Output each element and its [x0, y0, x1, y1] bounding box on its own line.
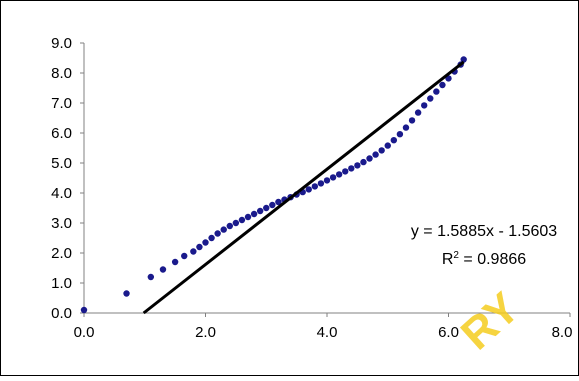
- y-tick-label: 0.0: [51, 305, 72, 322]
- data-point: [439, 81, 446, 89]
- data-point: [202, 239, 209, 246]
- data-point: [275, 198, 282, 206]
- data-point: [433, 88, 440, 95]
- x-axis-ticks: 0.0 2.0 4.0 6.0 8.0: [74, 313, 573, 341]
- data-point: [181, 252, 188, 260]
- y-tick-label: 8.0: [51, 65, 72, 82]
- data-point: [269, 201, 276, 209]
- data-point: [305, 186, 312, 193]
- data-point: [342, 168, 349, 175]
- data-point: [421, 102, 428, 109]
- y-tick-label: 3.0: [51, 215, 72, 232]
- data-point: [317, 180, 325, 187]
- data-point: [256, 207, 264, 215]
- data-point: [460, 56, 467, 63]
- x-tick-label: 2.0: [195, 324, 216, 341]
- data-point: [396, 131, 404, 138]
- data-point: [214, 230, 221, 237]
- data-point: [232, 219, 240, 227]
- data-point: [427, 95, 434, 102]
- data-point: [384, 142, 391, 149]
- data-point: [360, 158, 367, 166]
- y-axis-ticks: 0.0 1.0 2.0 3.0 4.0 5.0 6.0 7.0 8.0 9.0: [51, 35, 84, 322]
- data-point: [147, 273, 155, 281]
- x-tick-label: 4.0: [317, 324, 338, 341]
- trendline: [142, 60, 465, 315]
- y-tick-label: 5.0: [51, 155, 72, 172]
- y-tick-label: 4.0: [51, 185, 72, 202]
- data-point: [159, 266, 167, 273]
- data-point: [190, 248, 197, 255]
- data-point: [323, 177, 331, 184]
- data-point: [171, 258, 179, 266]
- r-squared-label: R2 = 0.9866: [442, 250, 526, 268]
- data-point: [80, 306, 88, 314]
- x-tick-label: 8.0: [552, 324, 573, 341]
- data-points: [80, 56, 467, 314]
- data-point: [366, 155, 373, 162]
- data-point: [263, 204, 270, 212]
- x-tick-label: 6.0: [438, 324, 459, 341]
- data-point: [123, 290, 130, 297]
- data-point: [226, 222, 233, 230]
- data-point: [196, 243, 203, 251]
- data-point: [244, 213, 252, 221]
- data-point: [390, 137, 398, 144]
- data-point: [372, 151, 379, 158]
- r-squared-superscript: 2: [453, 250, 459, 261]
- y-tick-label: 9.0: [51, 35, 72, 52]
- data-point: [348, 165, 355, 172]
- data-point: [378, 147, 385, 154]
- trendline-equation-label: y = 1.5885x - 1.5603: [411, 223, 557, 240]
- x-tick-label: 0.0: [74, 324, 95, 341]
- data-point: [208, 234, 215, 242]
- r-squared-prefix: R: [442, 251, 454, 268]
- data-point: [408, 117, 416, 124]
- y-tick-label: 7.0: [51, 95, 72, 112]
- data-point: [335, 171, 343, 178]
- data-point: [250, 210, 258, 218]
- data-point: [329, 174, 337, 181]
- y-tick-label: 2.0: [51, 245, 72, 262]
- data-point: [354, 162, 361, 169]
- data-point: [238, 216, 246, 224]
- data-point: [311, 183, 319, 190]
- y-tick-label: 1.0: [51, 275, 72, 292]
- data-point: [414, 109, 422, 116]
- data-point: [402, 124, 410, 131]
- y-tick-label: 6.0: [51, 125, 72, 142]
- data-point: [220, 226, 227, 233]
- r-squared-value: = 0.9866: [459, 251, 526, 268]
